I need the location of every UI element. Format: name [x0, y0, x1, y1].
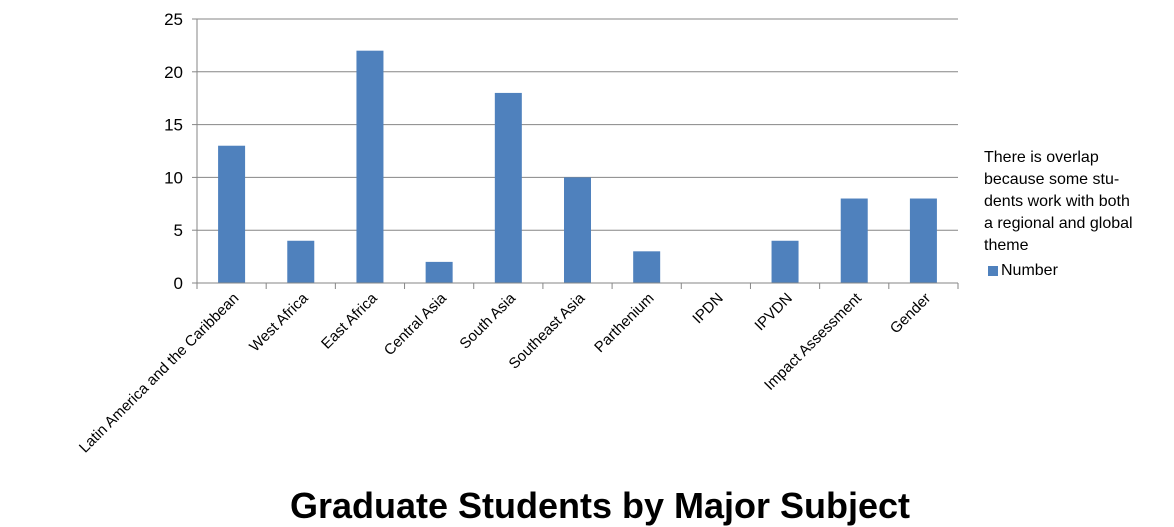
y-tick-label: 10	[164, 168, 183, 187]
x-category-label: IPVDN	[751, 290, 795, 334]
overlap-note-line: a regional and global	[984, 215, 1133, 232]
x-category-label: Gender	[887, 290, 934, 337]
y-tick-labels: 0 5 10 15 20 25	[164, 10, 183, 293]
overlap-note-line: dents work with both	[984, 193, 1130, 210]
overlap-note-line: There is overlap	[984, 149, 1099, 166]
bar	[840, 198, 868, 283]
legend-label: Number	[1001, 262, 1058, 279]
y-tick-label: 15	[164, 116, 183, 135]
bar	[356, 50, 384, 284]
x-category-label: South Asia	[456, 289, 519, 352]
gridlines	[197, 18, 958, 231]
chart-title: Graduate Students by Major Subject	[289, 485, 911, 526]
x-category-label: Parthenium	[591, 290, 657, 356]
y-tick-label: 25	[164, 10, 183, 29]
x-category-label: Central Asia	[381, 289, 451, 359]
axes	[192, 18, 959, 289]
bars	[218, 50, 937, 284]
legend: Number	[988, 262, 1058, 280]
bar	[564, 177, 591, 283]
y-tick-label: 20	[164, 63, 183, 82]
bar	[633, 251, 661, 283]
overlap-note: There is overlap because some stu-dents w…	[984, 147, 1174, 257]
y-tick-label: 0	[174, 274, 183, 293]
overlap-note-line: theme	[984, 237, 1029, 254]
bar	[909, 198, 937, 283]
y-tick-label: 5	[174, 221, 183, 240]
bar	[771, 240, 799, 283]
bar	[494, 92, 522, 283]
bar	[425, 261, 453, 283]
x-category-labels: Latin America and the Caribbean West Afri…	[76, 289, 934, 456]
x-category-label: IPDN	[689, 290, 726, 327]
bar	[287, 240, 315, 283]
x-category-label: Latin America and the Caribbean	[76, 290, 243, 457]
bar	[218, 145, 246, 283]
legend-swatch	[988, 266, 998, 276]
x-category-label: East Africa	[318, 289, 381, 352]
overlap-note-line: because some stu-	[984, 171, 1120, 188]
x-category-label: West Africa	[246, 289, 312, 355]
